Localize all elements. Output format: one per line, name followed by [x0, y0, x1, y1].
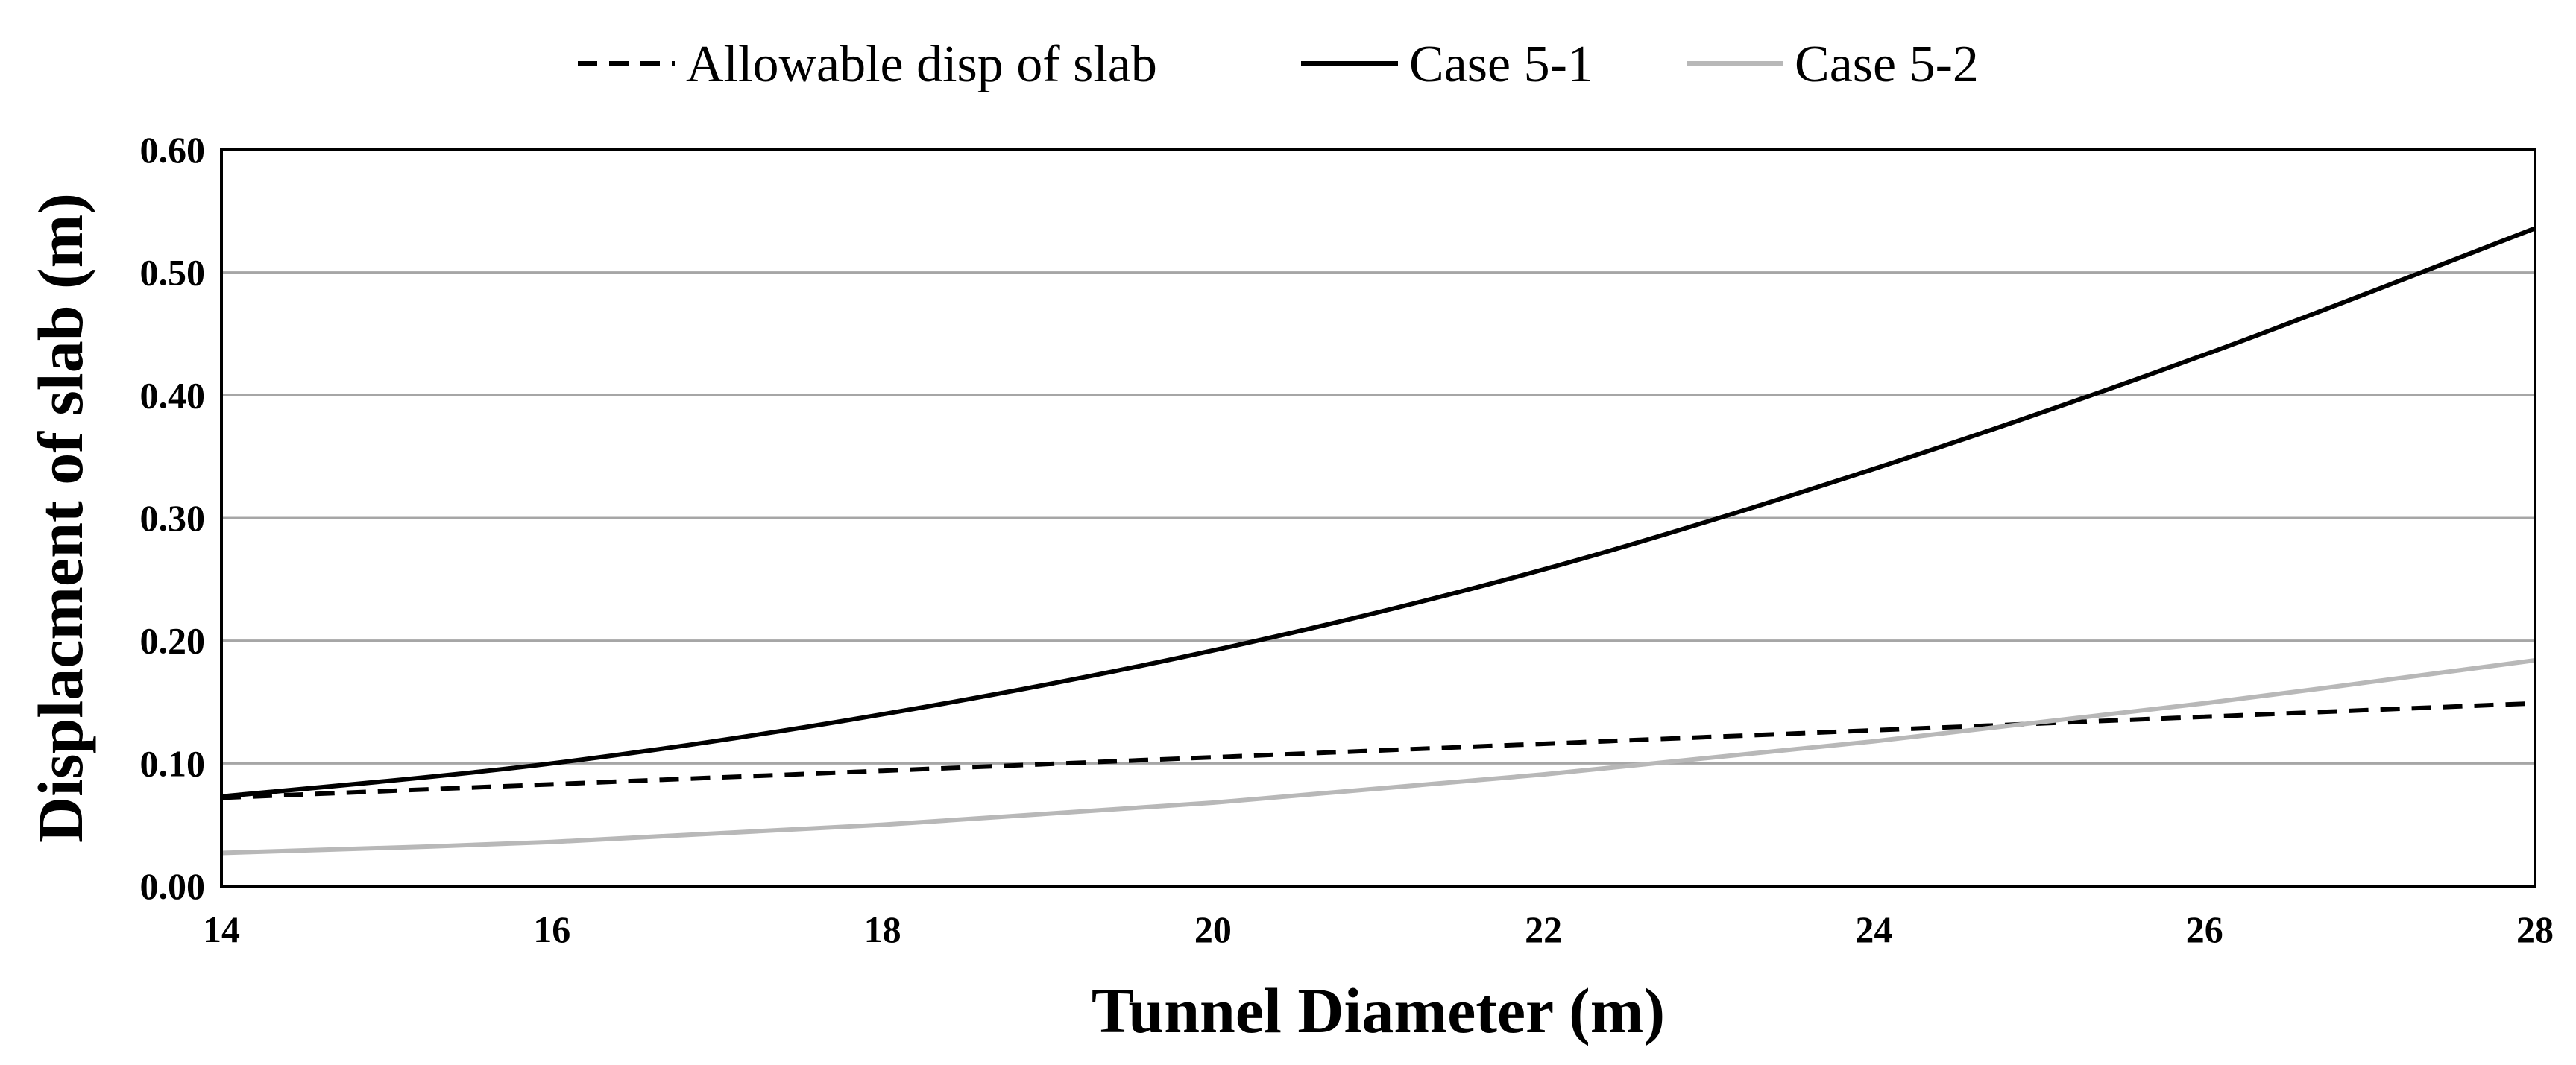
x-tick-label: 26 — [2186, 908, 2223, 950]
series-line-case-5-1 — [221, 226, 2536, 799]
x-tick-label: 14 — [203, 908, 240, 950]
series-line-case-5-2 — [221, 658, 2536, 856]
y-tick-label: 0.60 — [140, 129, 206, 171]
x-tick-label: 28 — [2516, 908, 2554, 950]
y-tick-label: 0.30 — [140, 497, 206, 539]
x-tick-label: 24 — [1855, 908, 1892, 950]
legend-label-case-5-2: Case 5-2 — [1795, 36, 1979, 93]
legend-label-allowable-disp-of-slab: Allowable disp of slab — [686, 36, 1157, 93]
y-tick-label: 0.50 — [140, 252, 206, 294]
legend-label-case-5-1: Case 5-1 — [1409, 36, 1593, 93]
x-tick-label: 22 — [1525, 908, 1562, 950]
y-axis-ticks: 0.00 0.10 0.20 0.30 0.40 0.50 0.60 — [140, 129, 206, 907]
x-tick-label: 20 — [1194, 908, 1232, 950]
series-layer — [221, 226, 2536, 856]
x-axis-title: Tunnel Diameter (m) — [1092, 975, 1665, 1046]
series-line-allowable-disp-of-slab — [221, 701, 2536, 800]
plot-area-frame — [220, 148, 2536, 888]
x-tick-label: 18 — [864, 908, 901, 950]
y-tick-label: 0.10 — [140, 742, 206, 784]
x-tick-label: 16 — [533, 908, 570, 950]
y-tick-label: 0.20 — [140, 620, 206, 662]
y-axis-title: Displacment of slab (m) — [25, 193, 96, 843]
gridlines — [221, 271, 2535, 765]
y-tick-label: 0.40 — [140, 374, 206, 416]
x-axis-ticks: 14 16 18 20 22 24 26 28 — [203, 908, 2554, 950]
legend: Allowable disp of slab Case 5-1 Case 5-2 — [578, 36, 1979, 93]
y-tick-label: 0.00 — [140, 865, 206, 907]
